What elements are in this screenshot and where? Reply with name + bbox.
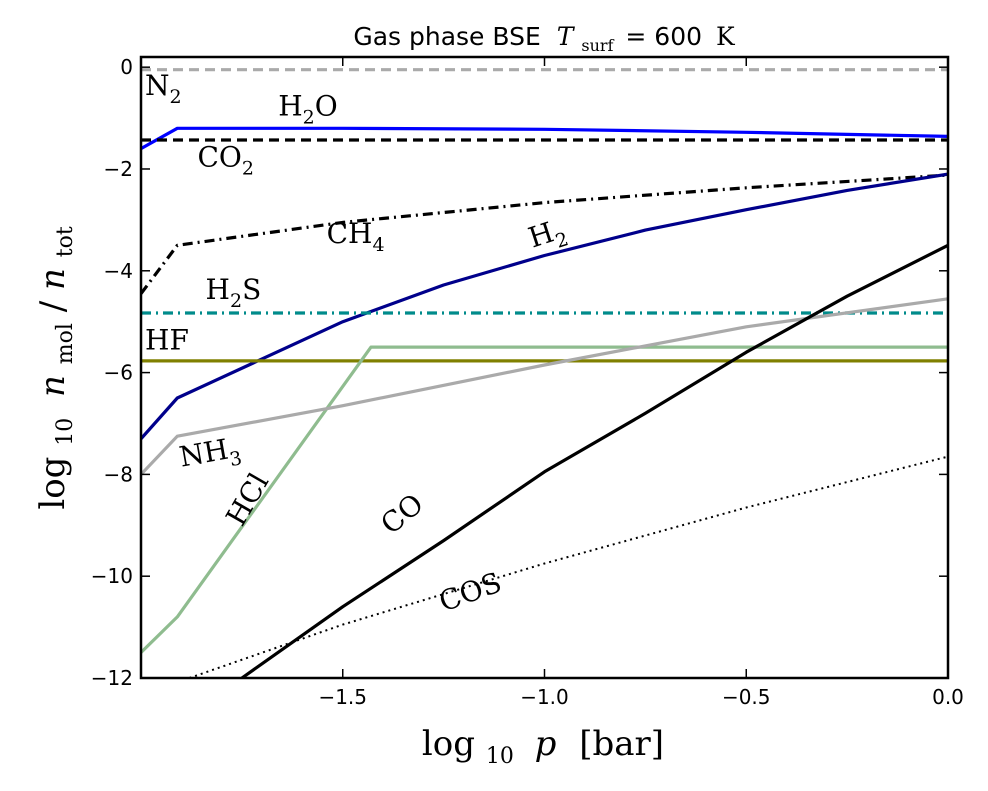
series-line-ch4 bbox=[141, 173, 948, 295]
series-label-h2s: H2S bbox=[206, 273, 262, 312]
y-axis-label-fn: log bbox=[33, 457, 73, 510]
x-tick-label: 0.0 bbox=[932, 685, 964, 709]
series-line-nh3 bbox=[141, 297, 948, 476]
series-label-co: CO bbox=[374, 487, 429, 541]
y-tick-label: −2 bbox=[104, 157, 133, 181]
x-axis-label-var: p bbox=[535, 724, 557, 764]
x-axis-label: log 10 p [bar] bbox=[422, 724, 664, 772]
y-tick-label: −10 bbox=[91, 564, 133, 588]
y-axis-label-num: n bbox=[33, 375, 73, 397]
y-tick-label: 0 bbox=[120, 55, 133, 79]
y-axis-label: log 10 n mol / n tot bbox=[33, 226, 81, 510]
series-line-hcl bbox=[141, 345, 948, 654]
plot-frame bbox=[139, 55, 950, 680]
series-label-h2: H2 bbox=[524, 212, 571, 260]
series-line-co bbox=[240, 243, 948, 678]
series-label-n2: N2 bbox=[145, 69, 182, 108]
series-label-hcl: HCl bbox=[219, 467, 275, 531]
series-label-ch4: CH4 bbox=[327, 217, 385, 256]
series-label-hf: HF bbox=[145, 324, 189, 357]
y-tick-label: −4 bbox=[104, 259, 133, 283]
x-tick-label: −1.5 bbox=[318, 685, 367, 709]
series-label-cos: COS bbox=[435, 566, 506, 619]
y-axis-label-sub: 10 bbox=[53, 418, 78, 446]
y-tick-label: −12 bbox=[91, 666, 133, 690]
series-layer bbox=[141, 68, 948, 678]
y-axis-label-den: n bbox=[33, 268, 73, 290]
title-prefix: Gas phase BSE bbox=[353, 22, 540, 51]
title-unit: K bbox=[716, 22, 736, 51]
title-math-subscript: surf bbox=[581, 36, 614, 55]
x-tick-label: −0.5 bbox=[722, 685, 771, 709]
y-axis-label-slash: / bbox=[33, 300, 73, 312]
series-line-cos bbox=[189, 455, 948, 678]
x-axis-label-fn: log bbox=[422, 724, 475, 764]
series-label-nh3: NH3 bbox=[177, 431, 244, 480]
title-equals: = 600 bbox=[625, 22, 702, 51]
series-label-co2: CO2 bbox=[197, 140, 253, 179]
chart-title: Gas phase BSE T surf = 600 K bbox=[353, 22, 736, 57]
y-axis-label-den-sub: tot bbox=[53, 226, 78, 257]
x-axis-label-unit: [bar] bbox=[579, 724, 664, 764]
series-line-h2 bbox=[141, 172, 948, 440]
series-line-h2o bbox=[141, 126, 948, 150]
series-label-h2o: H2O bbox=[278, 90, 337, 129]
y-tick-label: −8 bbox=[104, 462, 133, 486]
title-math-symbol: T bbox=[557, 22, 576, 51]
x-axis-label-sub: 10 bbox=[486, 744, 514, 769]
y-tick-label: −6 bbox=[104, 361, 133, 385]
y-axis-label-num-sub: mol bbox=[53, 323, 78, 364]
x-tick-label: −1.0 bbox=[520, 685, 569, 709]
